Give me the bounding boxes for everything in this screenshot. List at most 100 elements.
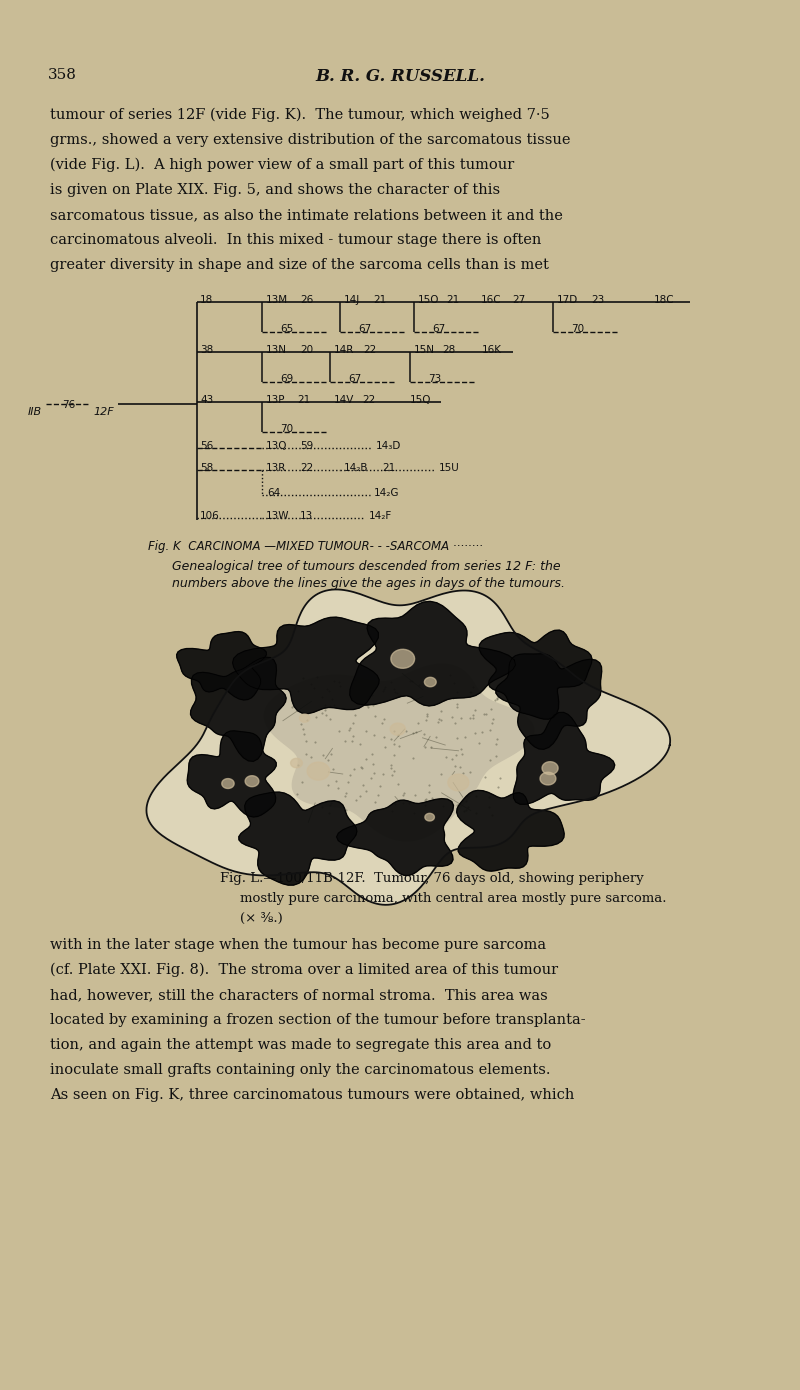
Text: is given on Plate XIX. Fig. 5, and shows the character of this: is given on Plate XIX. Fig. 5, and shows… — [50, 183, 500, 197]
Text: 16K: 16K — [482, 345, 502, 354]
Text: 13P: 13P — [266, 395, 286, 404]
Text: 56: 56 — [200, 441, 214, 450]
Polygon shape — [540, 773, 556, 785]
Text: 22: 22 — [300, 463, 314, 473]
Text: greater diversity in shape and size of the sarcoma cells than is met: greater diversity in shape and size of t… — [50, 259, 549, 272]
Polygon shape — [239, 792, 357, 885]
Text: (vide Fig. L).  A high power view of a small part of this tumour: (vide Fig. L). A high power view of a sm… — [50, 158, 514, 172]
Text: 58: 58 — [200, 463, 214, 473]
Text: 13N: 13N — [266, 345, 287, 354]
Polygon shape — [264, 664, 534, 841]
Polygon shape — [391, 649, 414, 669]
Polygon shape — [177, 631, 266, 701]
Polygon shape — [187, 731, 276, 817]
Text: IIB: IIB — [28, 407, 42, 417]
Text: 14₂F: 14₂F — [369, 512, 392, 521]
Polygon shape — [299, 714, 310, 723]
Text: 17D: 17D — [557, 295, 578, 304]
Text: 22: 22 — [363, 345, 376, 354]
Polygon shape — [425, 813, 434, 821]
Text: 14₂G: 14₂G — [374, 488, 399, 498]
Text: 15Q: 15Q — [410, 395, 431, 404]
Text: carcinomatous alveoli.  In this mixed - tumour stage there is often: carcinomatous alveoli. In this mixed - t… — [50, 234, 542, 247]
Text: grms., showed a very extensive distribution of the sarcomatous tissue: grms., showed a very extensive distribut… — [50, 133, 570, 147]
Polygon shape — [146, 589, 670, 905]
Text: 76: 76 — [62, 400, 75, 410]
Text: 14V: 14V — [334, 395, 354, 404]
Text: 67: 67 — [348, 374, 362, 384]
Text: 13M: 13M — [266, 295, 288, 304]
Polygon shape — [514, 712, 614, 805]
Text: 15U: 15U — [439, 463, 460, 473]
Text: Genealogical tree of tumours descended from series 12 F: the: Genealogical tree of tumours descended f… — [172, 560, 561, 573]
Text: 21: 21 — [373, 295, 386, 304]
Text: 15O: 15O — [418, 295, 439, 304]
Polygon shape — [233, 617, 379, 713]
Text: had, however, still the characters of normal stroma.  This area was: had, however, still the characters of no… — [50, 988, 548, 1002]
Polygon shape — [457, 791, 564, 872]
Text: 14₃D: 14₃D — [376, 441, 402, 450]
Text: 28: 28 — [442, 345, 455, 354]
Text: 38: 38 — [200, 345, 214, 354]
Polygon shape — [390, 723, 406, 735]
Polygon shape — [337, 799, 454, 876]
Text: As seen on Fig. K, three carcinomatous tumours were obtained, which: As seen on Fig. K, three carcinomatous t… — [50, 1088, 574, 1102]
Text: 22: 22 — [362, 395, 375, 404]
Text: 16C: 16C — [481, 295, 502, 304]
Text: 67: 67 — [432, 324, 446, 334]
Polygon shape — [290, 759, 302, 767]
Text: 64: 64 — [267, 488, 280, 498]
Text: tion, and again the attempt was made to segregate this area and to: tion, and again the attempt was made to … — [50, 1038, 551, 1052]
Text: (cf. Plate XXI. Fig. 8).  The stroma over a limited area of this tumour: (cf. Plate XXI. Fig. 8). The stroma over… — [50, 963, 558, 977]
Text: 21: 21 — [297, 395, 310, 404]
Polygon shape — [425, 677, 436, 687]
Text: 358: 358 — [48, 68, 77, 82]
Polygon shape — [542, 762, 558, 774]
Text: 43: 43 — [200, 395, 214, 404]
Text: 20: 20 — [300, 345, 313, 354]
Text: 65: 65 — [280, 324, 294, 334]
Text: 13W: 13W — [266, 512, 290, 521]
Text: 12F: 12F — [93, 407, 114, 417]
Polygon shape — [479, 630, 592, 719]
Text: 27: 27 — [512, 295, 526, 304]
Text: 26: 26 — [300, 295, 314, 304]
Text: 18C: 18C — [654, 295, 674, 304]
Text: 23: 23 — [591, 295, 604, 304]
Text: numbers above the lines give the ages in days of the tumours.: numbers above the lines give the ages in… — [172, 577, 565, 589]
Text: 21: 21 — [382, 463, 395, 473]
Text: tumour of series 12F (vide Fig. K).  The tumour, which weighed 7·5: tumour of series 12F (vide Fig. K). The … — [50, 108, 550, 122]
Text: B. R. G. RUSSELL.: B. R. G. RUSSELL. — [315, 68, 485, 85]
Text: 18: 18 — [200, 295, 214, 304]
Text: Fig. K  CARCINOMA —MIXED TUMOUR- - -SARCOMA ········: Fig. K CARCINOMA —MIXED TUMOUR- - -SARCO… — [148, 539, 483, 553]
Text: sarcomatous tissue, as also the intimate relations between it and the: sarcomatous tissue, as also the intimate… — [50, 208, 563, 222]
Text: with in the later stage when the tumour has become pure sarcoma: with in the later stage when the tumour … — [50, 938, 546, 952]
Polygon shape — [307, 762, 330, 780]
Text: 14J: 14J — [344, 295, 360, 304]
Text: 70: 70 — [280, 424, 293, 434]
Text: 13R: 13R — [266, 463, 286, 473]
Text: 21: 21 — [446, 295, 459, 304]
Text: (× ⅜.): (× ⅜.) — [240, 912, 282, 924]
Polygon shape — [496, 653, 602, 749]
Text: 69: 69 — [280, 374, 294, 384]
Polygon shape — [350, 602, 515, 706]
Text: 14R: 14R — [334, 345, 354, 354]
Text: 59: 59 — [300, 441, 314, 450]
Polygon shape — [222, 778, 234, 788]
Polygon shape — [190, 657, 286, 762]
Text: inoculate small grafts containing only the carcinomatous elements.: inoculate small grafts containing only t… — [50, 1063, 550, 1077]
Text: mostly pure carcinoma, with central area mostly pure sarcoma.: mostly pure carcinoma, with central area… — [240, 892, 666, 905]
Text: 14₂B: 14₂B — [344, 463, 369, 473]
Text: 15N: 15N — [414, 345, 435, 354]
Text: 67: 67 — [358, 324, 371, 334]
Polygon shape — [448, 774, 469, 791]
Text: 73: 73 — [428, 374, 442, 384]
Text: located by examining a frozen section of the tumour before transplanta-: located by examining a frozen section of… — [50, 1013, 586, 1027]
Text: 106: 106 — [200, 512, 220, 521]
Text: 13Q: 13Q — [266, 441, 287, 450]
Text: Fig. L.—100/11B-12F.  Tumour, 76 days old, showing periphery: Fig. L.—100/11B-12F. Tumour, 76 days old… — [220, 872, 644, 885]
Text: 13: 13 — [300, 512, 314, 521]
Text: 70: 70 — [571, 324, 584, 334]
Polygon shape — [245, 776, 259, 787]
